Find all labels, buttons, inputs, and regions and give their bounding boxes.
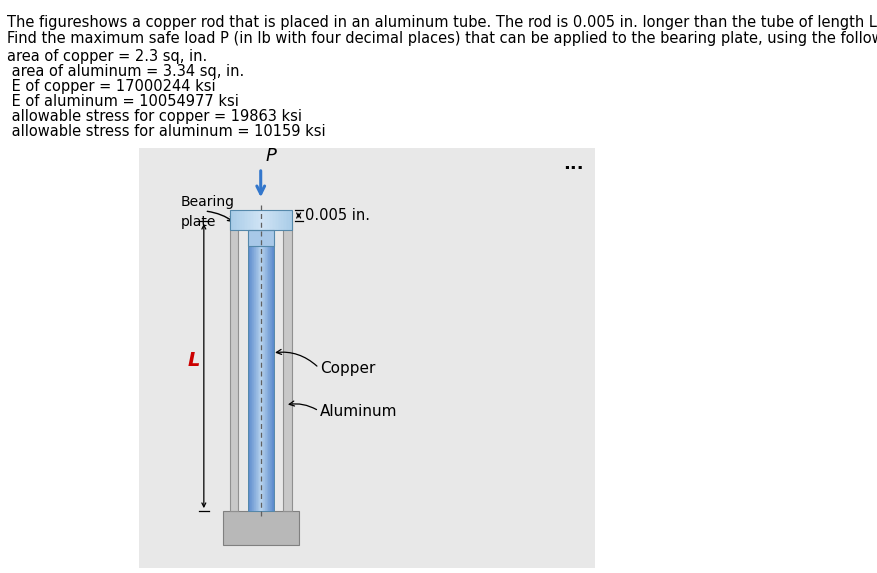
Bar xyxy=(282,210,284,230)
Bar xyxy=(267,210,268,230)
Text: E of copper = 17000244 ksi: E of copper = 17000244 ksi xyxy=(7,79,215,94)
Bar xyxy=(234,210,236,230)
Bar xyxy=(263,210,265,230)
Bar xyxy=(270,210,272,230)
Bar xyxy=(284,210,285,230)
Bar xyxy=(240,210,242,230)
Bar xyxy=(243,210,245,230)
Bar xyxy=(229,210,231,230)
Bar xyxy=(276,210,278,230)
Bar xyxy=(250,210,251,230)
Bar xyxy=(287,210,289,230)
Bar xyxy=(231,210,232,230)
Bar xyxy=(139,148,594,568)
Bar xyxy=(260,210,262,230)
Bar xyxy=(247,210,274,511)
Bar xyxy=(275,210,276,230)
Bar xyxy=(279,210,281,230)
Bar xyxy=(257,210,259,230)
Bar xyxy=(290,210,292,230)
Text: Aluminum: Aluminum xyxy=(320,403,397,418)
Text: L: L xyxy=(187,351,200,371)
Bar xyxy=(289,210,290,230)
Bar xyxy=(229,210,291,230)
Bar xyxy=(245,210,246,230)
Text: area of aluminum = 3.34 sq, in.: area of aluminum = 3.34 sq, in. xyxy=(7,64,244,79)
Text: 0.005 in.: 0.005 in. xyxy=(305,208,370,223)
Bar xyxy=(247,230,274,246)
Bar xyxy=(259,210,260,230)
Bar xyxy=(229,221,238,511)
Bar xyxy=(237,210,239,230)
Bar xyxy=(232,210,234,230)
Bar xyxy=(242,210,244,230)
Bar xyxy=(236,210,237,230)
Text: Find the maximum safe load P (in lb with four decimal places) that can be applie: Find the maximum safe load P (in lb with… xyxy=(7,31,877,46)
Bar xyxy=(265,210,267,230)
Text: area of copper = 2.3 sq, in.: area of copper = 2.3 sq, in. xyxy=(7,49,207,64)
Text: plate: plate xyxy=(181,215,216,229)
Bar xyxy=(282,221,291,511)
Bar xyxy=(239,210,240,230)
Bar xyxy=(281,210,282,230)
Bar xyxy=(246,210,248,230)
Text: allowable stress for copper = 19863 ksi: allowable stress for copper = 19863 ksi xyxy=(7,109,302,124)
Bar xyxy=(271,210,273,230)
Bar xyxy=(285,210,287,230)
Bar xyxy=(223,511,298,545)
Bar xyxy=(248,210,250,230)
Text: allowable stress for aluminum = 10159 ksi: allowable stress for aluminum = 10159 ks… xyxy=(7,124,325,139)
Text: Bearing: Bearing xyxy=(181,195,234,209)
Text: E of aluminum = 10054977 ksi: E of aluminum = 10054977 ksi xyxy=(7,94,239,109)
Text: The figureshows a copper rod that is placed in an aluminum tube. The rod is 0.00: The figureshows a copper rod that is pla… xyxy=(7,15,877,30)
Text: Copper: Copper xyxy=(320,360,375,375)
Bar xyxy=(262,210,264,230)
Bar xyxy=(277,210,279,230)
Bar xyxy=(268,210,270,230)
Text: P: P xyxy=(265,147,276,165)
Bar xyxy=(256,210,258,230)
Text: ...: ... xyxy=(562,155,583,173)
Bar xyxy=(273,210,275,230)
Bar xyxy=(253,210,254,230)
Bar xyxy=(251,210,253,230)
Bar xyxy=(254,210,256,230)
